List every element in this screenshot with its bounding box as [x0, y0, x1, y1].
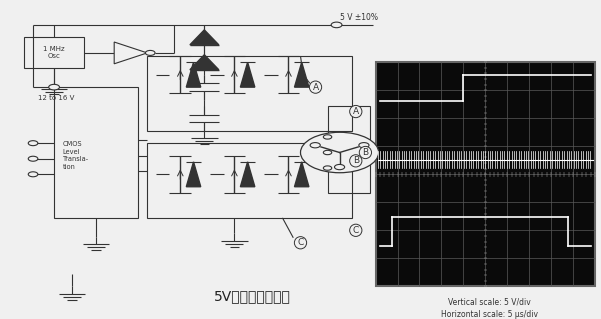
Polygon shape	[294, 162, 309, 187]
Text: CMOS
Level
Transla-
tion: CMOS Level Transla- tion	[63, 141, 88, 170]
Circle shape	[28, 172, 38, 177]
Text: A: A	[313, 83, 319, 92]
Text: C: C	[297, 238, 304, 247]
Circle shape	[49, 84, 59, 90]
Circle shape	[335, 164, 344, 170]
Text: B: B	[362, 148, 368, 157]
Text: A: A	[353, 107, 359, 116]
Polygon shape	[190, 30, 219, 45]
Bar	[54, 87, 138, 218]
Circle shape	[323, 135, 332, 139]
Bar	[376, 62, 595, 286]
Polygon shape	[240, 162, 255, 187]
Bar	[147, 56, 352, 131]
Circle shape	[300, 132, 379, 173]
Circle shape	[310, 143, 320, 148]
Text: B: B	[353, 156, 359, 165]
Text: 1 MHz
Osc: 1 MHz Osc	[43, 46, 65, 59]
Bar	[328, 106, 370, 193]
Text: Horizontal scale: 5 μs/div: Horizontal scale: 5 μs/div	[441, 310, 538, 319]
Circle shape	[323, 150, 332, 155]
Circle shape	[28, 156, 38, 161]
Text: 5 V ±10%: 5 V ±10%	[340, 13, 377, 22]
Text: 5V、三相电机驱动: 5V、三相电机驱动	[214, 289, 291, 303]
Polygon shape	[190, 55, 219, 70]
Circle shape	[331, 22, 342, 28]
Text: 12 to 16 V: 12 to 16 V	[38, 95, 75, 101]
Polygon shape	[294, 62, 309, 87]
Bar	[147, 143, 352, 218]
Bar	[24, 37, 84, 69]
Text: C: C	[353, 226, 359, 235]
Circle shape	[323, 166, 332, 170]
Circle shape	[145, 50, 155, 56]
Circle shape	[359, 143, 369, 148]
Polygon shape	[186, 162, 201, 187]
Polygon shape	[186, 62, 201, 87]
Polygon shape	[240, 62, 255, 87]
Polygon shape	[114, 42, 147, 64]
Circle shape	[28, 141, 38, 146]
Text: Vertical scale: 5 V/div: Vertical scale: 5 V/div	[448, 297, 531, 306]
